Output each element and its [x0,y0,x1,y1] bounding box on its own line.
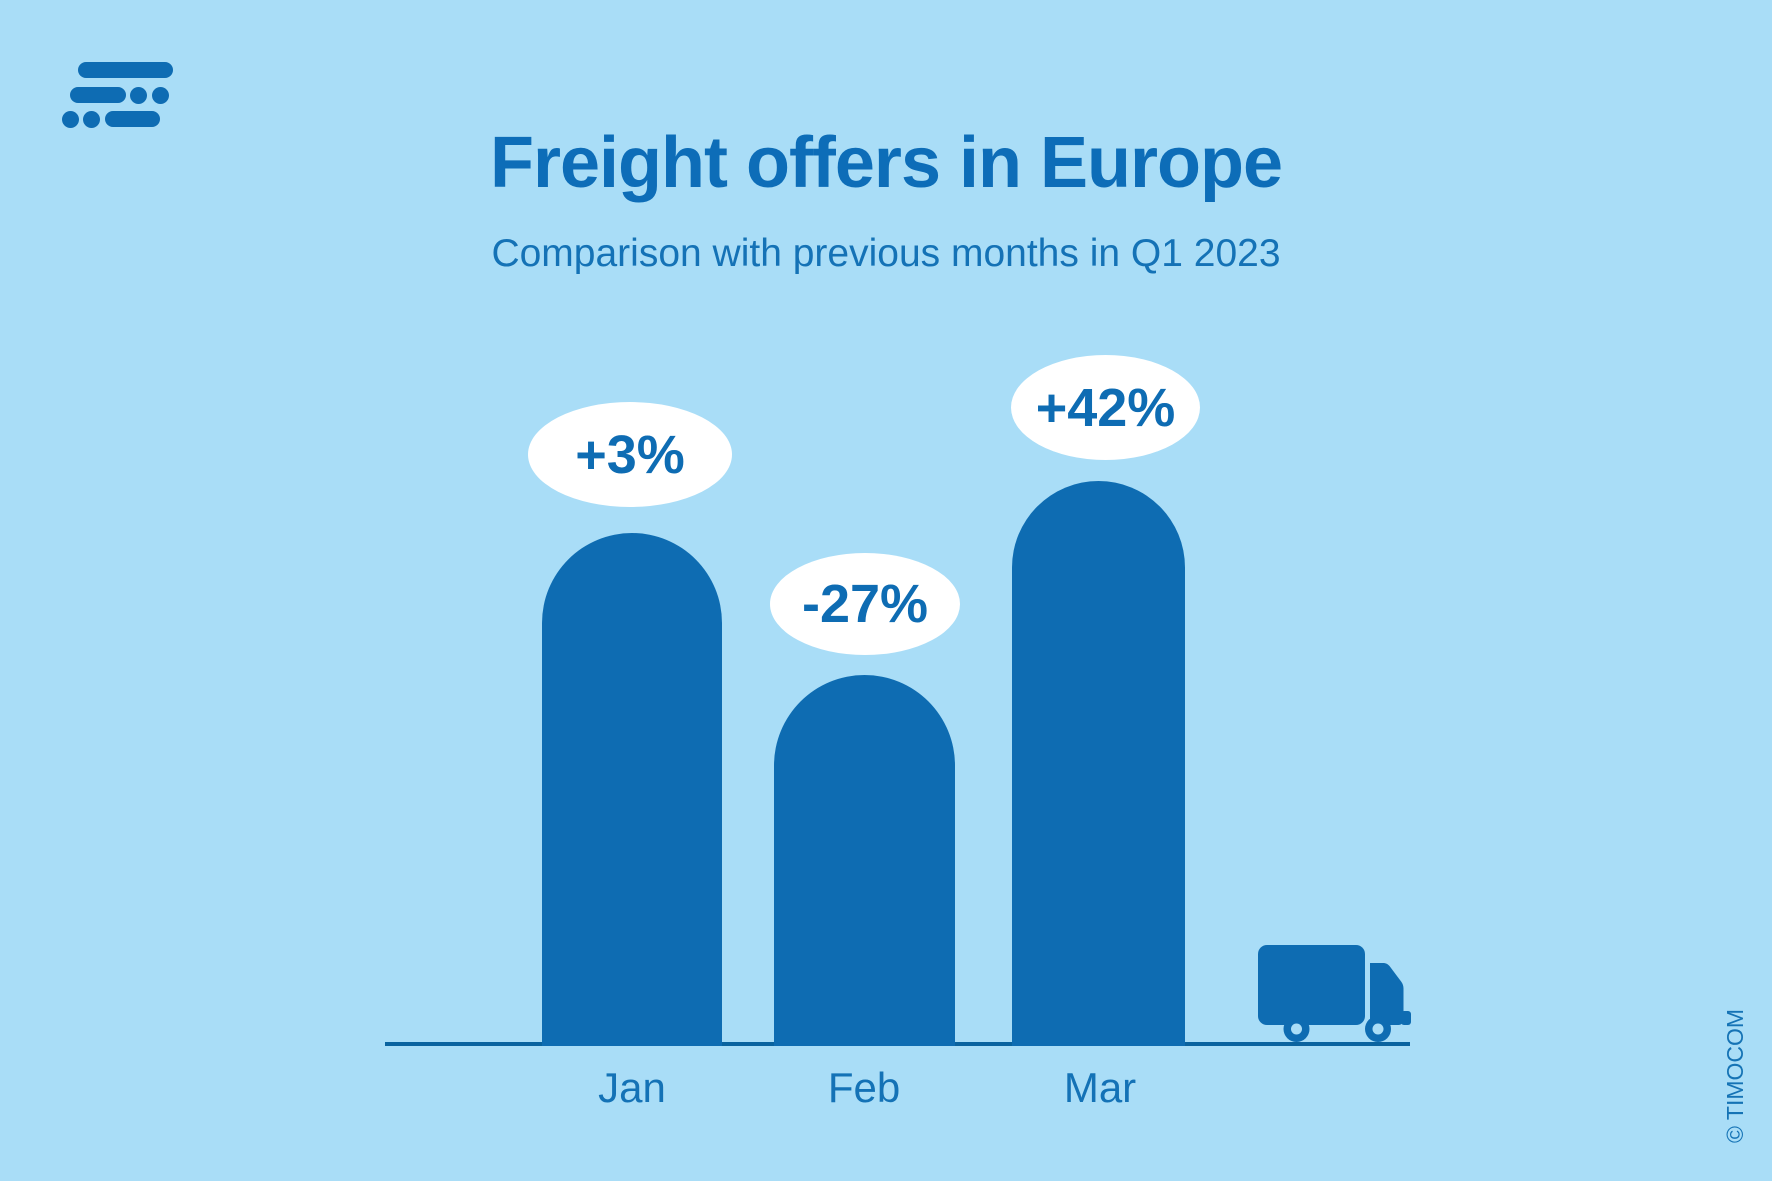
page-subtitle: Comparison with previous months in Q1 20… [491,232,1281,275]
logo-dot [83,111,100,128]
copyright-text: © TIMOCOM [1722,1008,1748,1143]
logo-dot [152,87,169,104]
value-badge-feb: -27% [770,553,960,655]
axis-label-feb: Feb [827,1064,901,1111]
bar-mar [1012,481,1185,1046]
value-label-mar: +42% [1035,377,1176,438]
page-title: Freight offers in Europe [489,123,1283,203]
logo-bar-top [78,62,173,78]
axis-label-mar: Mar [1063,1064,1137,1111]
bar-jan [542,533,722,1046]
timocom-logo [60,60,180,130]
value-label-feb: -27% [801,574,929,634]
truck-icon [1258,945,1411,1042]
bar-feb [774,675,955,1046]
logo-dot [62,111,79,128]
value-badge-jan: +3% [528,402,732,507]
value-label-jan: +3% [575,424,685,485]
value-badge-mar: +42% [1011,355,1200,460]
logo-dot [130,87,147,104]
logo-bar-bottom [105,111,160,127]
logo-bar-middle [70,87,126,103]
axis-label-jan: Jan [598,1064,666,1111]
